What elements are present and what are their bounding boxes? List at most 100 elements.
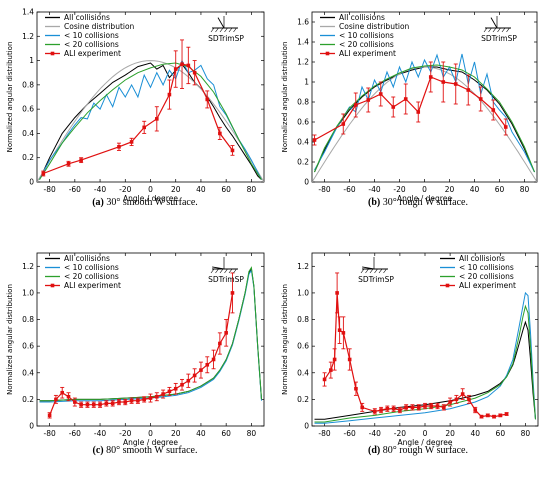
x-tick-label: 40	[196, 429, 206, 438]
series-line	[39, 266, 262, 402]
surface-hatch	[215, 27, 219, 33]
data-point	[442, 405, 446, 410]
x-tick-label: 60	[221, 185, 231, 194]
incidence-arrow	[362, 266, 375, 270]
series-line	[39, 59, 262, 180]
series-line	[314, 304, 536, 423]
data-point	[230, 291, 235, 295]
y-tick-label: 0.2	[22, 395, 34, 404]
legend-marker	[50, 283, 55, 288]
data-point	[47, 413, 52, 418]
x-tick-label: 80	[521, 429, 531, 438]
y-tick-label: 1.0	[297, 288, 309, 297]
x-tick-label: -60	[69, 429, 81, 438]
data-point	[205, 97, 210, 102]
series-line	[312, 66, 537, 182]
data-point	[91, 402, 96, 407]
x-tick-label: -20	[393, 185, 405, 194]
surface-hatch	[383, 268, 387, 274]
legend-label: < 20 collisions	[459, 272, 514, 281]
y-tick-label: 1	[304, 78, 309, 87]
y-tick-label: 0	[29, 178, 34, 187]
chart-panel-1: -80 -60 -40 -20 0 20 40 60 80 0 0.2 0.4 0.6 0.8 1 1.2 1.…	[6, 8, 265, 208]
x-tick-label: -20	[119, 185, 131, 194]
data-point	[192, 70, 197, 75]
panel-label: (a)	[92, 197, 106, 208]
surface-hatch	[369, 268, 374, 274]
data-point	[173, 386, 178, 391]
x-tick-label: -60	[69, 185, 81, 194]
data-point	[199, 368, 203, 372]
chart-panel-4: -80 -60 -40 -20 0 20 40 60 80 0 0.2 0.4 0.6 0.8 1.0 1.2…	[281, 252, 539, 456]
y-tick-label: 1.2	[297, 262, 309, 271]
surface-hatch	[224, 268, 228, 274]
data-point	[453, 82, 458, 86]
data-point	[391, 105, 396, 109]
legend-label: All collisions	[339, 13, 385, 22]
x-tick-label: 60	[495, 185, 505, 194]
data-point	[129, 398, 134, 403]
data-point	[167, 92, 172, 97]
data-point	[167, 389, 172, 394]
legend-label: ALI experiment	[64, 49, 121, 58]
inset-label: SDTrimSP	[208, 275, 244, 284]
data-point	[429, 404, 434, 408]
x-tick-label: 0	[148, 429, 153, 438]
panel-caption-text: 30° rough W surface.	[383, 197, 468, 208]
y-tick-label: 1.4	[297, 38, 309, 47]
surface-hatch	[210, 268, 215, 274]
panel-caption: (d) 80° rough W surface.	[368, 445, 468, 456]
data-point	[186, 378, 191, 383]
incidence-geometry-icon	[360, 257, 388, 274]
data-point	[79, 402, 83, 407]
x-tick-label: 0	[422, 185, 427, 194]
y-tick-label: 0.4	[22, 368, 34, 377]
data-point	[354, 386, 358, 391]
data-point	[117, 144, 121, 149]
data-point	[428, 75, 433, 79]
data-point	[379, 408, 383, 412]
x-tick-label: -40	[369, 429, 381, 438]
panel-label: (d)	[368, 445, 383, 456]
data-point	[186, 63, 191, 68]
chart-panel-3: -80 -60 -40 -20 0 20 40 60 80 0 0.2 0.4 0.6 0.8 1.0 1.2…	[6, 252, 265, 456]
data-point	[335, 291, 339, 295]
legend-label: Cosine distribution	[339, 22, 410, 31]
inset-label: SDTrimSP	[481, 34, 517, 43]
surface-hatch	[233, 27, 237, 33]
surface-hatch	[210, 27, 215, 33]
data-point	[123, 400, 128, 404]
y-tick-label: 0.8	[297, 315, 309, 324]
legend-label: Cosine distribution	[64, 22, 135, 31]
x-tick-label: 80	[520, 185, 530, 194]
data-point	[391, 406, 396, 411]
x-tick-label: -40	[368, 185, 380, 194]
surface-hatch	[488, 27, 492, 33]
data-point	[322, 377, 327, 382]
x-tick-label: -80	[318, 429, 330, 438]
data-point	[129, 140, 134, 144]
series-line	[314, 64, 535, 173]
data-point	[441, 80, 446, 84]
x-tick-label: -40	[94, 185, 106, 194]
y-tick-label: 0.6	[22, 342, 34, 351]
y-tick-label: 0.4	[22, 129, 34, 138]
surface-hatch	[224, 27, 228, 33]
x-tick-label: 0	[423, 429, 428, 438]
inset-label: SDTrimSP	[358, 275, 394, 284]
surface-hatch	[219, 27, 224, 33]
data-point	[378, 92, 383, 96]
data-point	[341, 331, 346, 335]
y-tick-label: 1.0	[22, 288, 34, 297]
x-axis-label: Angle / degree	[123, 438, 178, 447]
x-tick-label: 60	[221, 429, 231, 438]
data-point	[73, 400, 77, 404]
data-point	[224, 331, 228, 335]
data-point	[104, 401, 109, 406]
series-line	[39, 268, 262, 403]
incidence-arrow	[212, 266, 225, 270]
legend-label: < 10 collisions	[339, 31, 394, 40]
y-axis-label: Normalized angular distribution	[281, 42, 289, 153]
y-tick-label: 0.2	[297, 158, 309, 167]
